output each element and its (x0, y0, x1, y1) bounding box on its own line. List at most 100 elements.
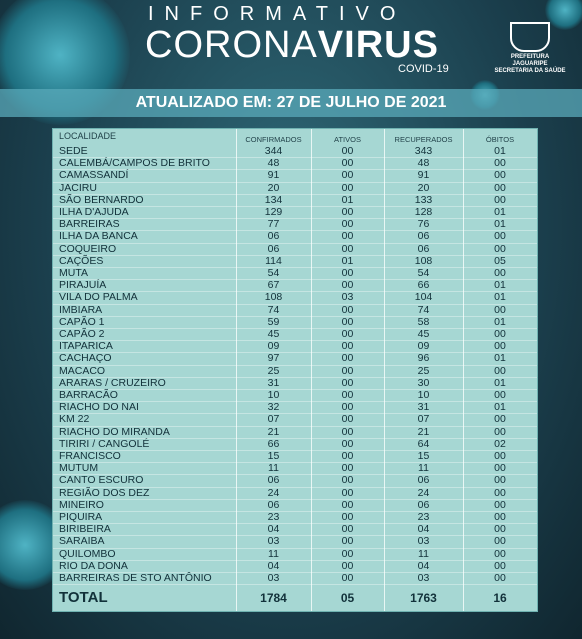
location-name: CANTO ESCURO (59, 474, 144, 487)
location-name: SARAIBA (59, 535, 105, 548)
title-virus: VIRUS (317, 24, 439, 66)
cell-value: 10 (417, 389, 430, 401)
cell-value: 91 (267, 169, 280, 182)
cell-value: 77 (267, 218, 280, 231)
total-value: 16 (493, 591, 507, 606)
row-divider (53, 376, 537, 378)
cell-value: 48 (417, 157, 430, 170)
cell-value: 06 (417, 498, 430, 511)
table: LOCALIDADE CONFIRMADOS ATIVOS RECUPERADOS ÓB… (52, 128, 538, 612)
row-divider (53, 206, 537, 207)
cell-value: 01 (494, 401, 506, 414)
cell-value: 03 (417, 535, 430, 548)
column-header: RECUPERADOS (394, 135, 453, 144)
cell-value: 03 (267, 535, 280, 548)
cell-value: 01 (494, 279, 506, 292)
row-divider (53, 413, 537, 415)
row-divider (53, 462, 537, 464)
row-divider (53, 437, 537, 439)
cell-value: 01 (341, 193, 354, 206)
location-name: RIACHO DO MIRANDA (59, 425, 170, 438)
cell-value: 343 (414, 145, 433, 157)
location-name: PIRAJUÍA (59, 279, 107, 292)
row-divider (53, 291, 537, 293)
cell-value: 00 (494, 547, 506, 560)
column-separator (236, 129, 237, 611)
cell-value: 108 (414, 254, 433, 267)
cell-value: 00 (494, 364, 506, 377)
cell-value: 20 (267, 181, 280, 194)
row-divider (53, 279, 537, 281)
cell-value: 00 (341, 279, 354, 292)
location-name: ARARAS / CRUZEIRO (59, 376, 166, 389)
cell-value: 01 (494, 291, 506, 304)
total-value: 05 (340, 591, 355, 606)
location-name: MACACO (59, 364, 106, 377)
cell-value: 00 (341, 462, 354, 475)
cell-value: 00 (494, 413, 506, 426)
cell-value: 00 (341, 572, 354, 584)
cell-value: 04 (417, 559, 430, 572)
cell-value: 134 (264, 193, 283, 206)
cell-value: 06 (267, 230, 280, 243)
row-divider (53, 254, 537, 256)
location-name: COQUEIRO (59, 242, 117, 255)
location-name: ITAPARICA (59, 340, 113, 353)
row-divider (53, 474, 537, 476)
row-divider (53, 315, 537, 317)
location-name: CAMASSANDÍ (59, 169, 129, 182)
location-name: REGIÃO DOS DEZ (59, 486, 150, 499)
cell-value: 23 (417, 511, 430, 523)
cell-value: 00 (494, 511, 506, 523)
cell-value: 11 (268, 547, 279, 560)
cell-value: 00 (341, 242, 354, 255)
row-divider (53, 181, 537, 183)
cell-value: 11 (418, 462, 429, 475)
cell-value: 04 (267, 559, 280, 572)
cell-value: 01 (494, 315, 506, 328)
cell-value: 06 (417, 474, 430, 487)
cell-value: 54 (417, 267, 430, 279)
logo-line: PREFEITURA (510, 54, 550, 60)
cell-value: 00 (494, 425, 506, 438)
cell-value: 15 (267, 450, 280, 462)
cell-value: 00 (341, 230, 354, 243)
row-divider (53, 498, 537, 500)
column-separator (311, 129, 312, 611)
cell-value: 00 (341, 145, 354, 157)
cell-value: 00 (341, 559, 354, 572)
location-name: SÃO BERNARDO (59, 193, 144, 206)
location-name: CAÇÕES (59, 254, 104, 267)
cell-value: 01 (341, 254, 354, 267)
cell-value: 58 (417, 315, 430, 328)
cell-value: 00 (341, 376, 354, 389)
cell-value: 64 (417, 437, 430, 450)
cell-value: 128 (414, 206, 433, 218)
cell-value: 00 (341, 181, 354, 194)
cell-value: 104 (414, 291, 433, 304)
cell-value: 66 (417, 279, 430, 292)
cell-value: 00 (494, 572, 506, 584)
column-header: LOCALIDADE (59, 131, 117, 141)
updated-date: ATUALIZADO EM: 27 DE JULHO DE 2021 (135, 94, 447, 111)
location-name: BIRIBEIRA (59, 523, 111, 536)
title-top: INFORMATIVO (148, 3, 407, 25)
logo-shield (510, 22, 550, 52)
row-divider (53, 584, 537, 586)
cell-value: 00 (341, 218, 354, 231)
location-name: MUTA (59, 267, 88, 279)
cell-value: 06 (417, 230, 430, 243)
location-name: RIACHO DO NAI (59, 401, 139, 414)
cell-value: 07 (267, 413, 280, 426)
cell-value: 00 (494, 193, 506, 206)
cell-value: 00 (494, 523, 506, 536)
location-name: BARREIRAS (59, 218, 120, 231)
column-header: ÓBITOS (485, 135, 515, 144)
cell-value: 07 (417, 413, 430, 426)
row-divider (53, 572, 537, 573)
cell-value: 15 (417, 450, 430, 462)
row-divider (53, 169, 537, 171)
location-name: MINEIRO (59, 498, 104, 511)
cell-value: 00 (341, 486, 354, 499)
